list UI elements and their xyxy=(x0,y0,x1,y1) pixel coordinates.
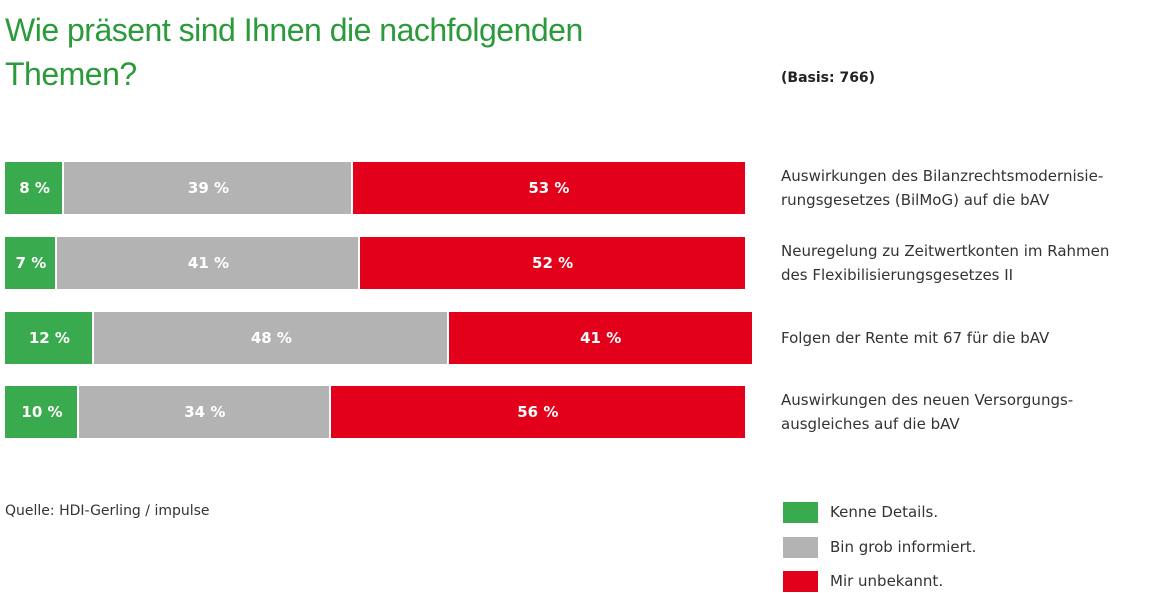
bar-segment xyxy=(5,312,94,364)
value-label: 39 % xyxy=(187,179,230,197)
value-label: 34 % xyxy=(184,403,226,421)
value-label: 48 % xyxy=(250,329,292,347)
bar-segment xyxy=(79,386,331,438)
bar-segment xyxy=(64,162,353,214)
chart-title: Wie präsent sind Ihnen die nachfolgenden… xyxy=(5,12,583,92)
bar-segment xyxy=(5,237,57,289)
value-label: 10 % xyxy=(21,403,63,421)
legend-label: Mir unbekannt. xyxy=(830,572,944,590)
bar-segment xyxy=(330,386,745,438)
bar-segment xyxy=(56,237,361,289)
bar-segment xyxy=(449,312,753,364)
bar-segment xyxy=(360,237,745,289)
legend-label: Kenne Details. xyxy=(830,503,939,521)
legend-swatch xyxy=(783,502,818,523)
value-label: 56 % xyxy=(517,403,559,421)
subtitle: (Basis: 766) xyxy=(781,70,876,86)
legend-swatch xyxy=(783,536,818,558)
category-label: Auswirkungen des Bilanzrechtsmodernisie-… xyxy=(781,167,1104,209)
value-label: 7 % xyxy=(15,254,47,272)
category-label: Folgen der Rente mit 67 für die bAV xyxy=(781,329,1050,347)
value-label: 41 % xyxy=(187,254,230,272)
bar-segment xyxy=(5,386,79,438)
bar-segment xyxy=(352,162,745,214)
value-label: 52 % xyxy=(532,254,574,272)
category-label: Auswirkungen des neuen Versorgungs- ausg… xyxy=(781,391,1074,433)
value-label: 8 % xyxy=(19,179,50,197)
bar-segment xyxy=(93,312,449,364)
source: Quelle: HDI-Gerling / impulse xyxy=(5,503,210,519)
legend-label: Bin grob informiert. xyxy=(830,537,977,556)
category-label: Neuregelung zu Zeitwertkonten im Rahmen … xyxy=(781,242,1110,284)
legend-swatch xyxy=(783,571,818,592)
value-label: 12 % xyxy=(28,329,70,347)
value-label: 41 % xyxy=(580,329,622,347)
value-label: 53 % xyxy=(528,179,570,197)
bar-segment xyxy=(5,162,65,214)
